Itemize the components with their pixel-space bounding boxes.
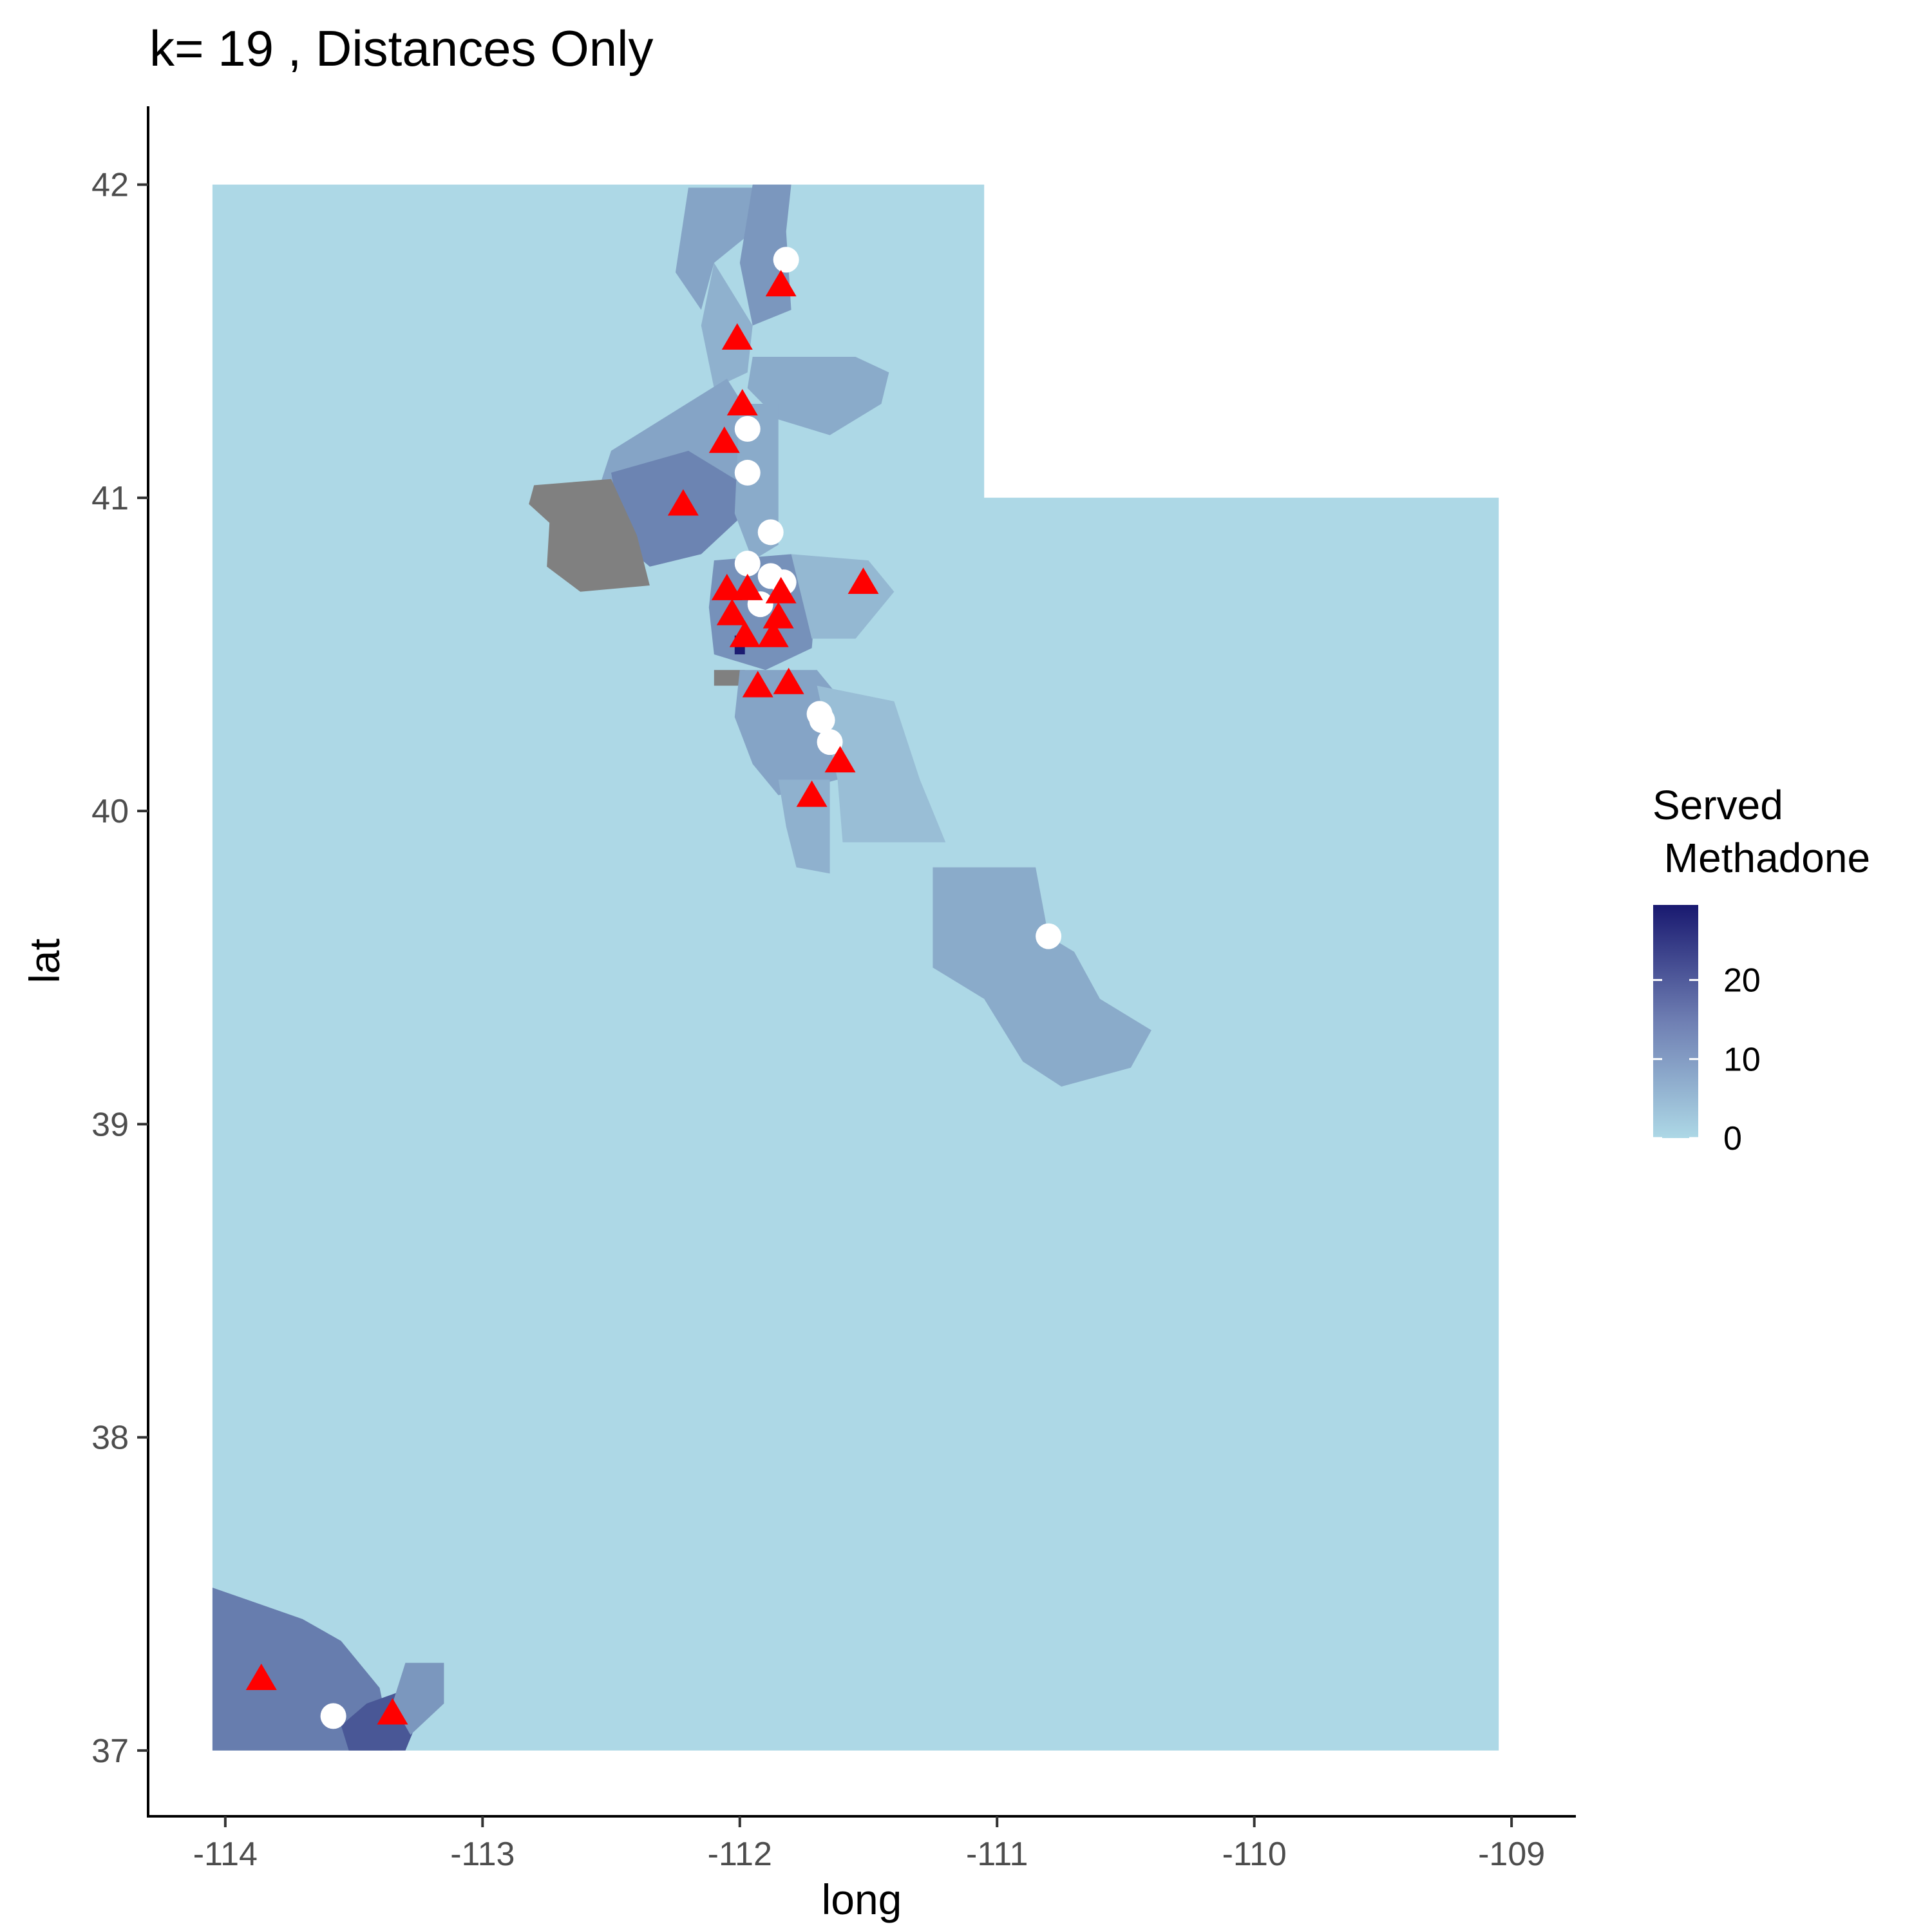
region-summit-east: [791, 554, 895, 639]
region-carbon-emery: [933, 867, 1151, 1087]
triangle-marker: [726, 388, 758, 415]
circle-marker: [734, 550, 761, 576]
triangle-marker: [708, 426, 740, 453]
circle-marker: [734, 415, 761, 442]
x-axis-ticks: -114 -113 -112 -111 -110 -109: [193, 1816, 1545, 1873]
triangle-marker: [716, 598, 748, 625]
circle-marker: [734, 459, 761, 486]
utah-state-shape: [212, 184, 1499, 1751]
map-panel: [212, 184, 1499, 1751]
x-tick-label: -113: [450, 1836, 515, 1873]
triangle-marker: [773, 667, 804, 694]
triangle-marker: [721, 323, 753, 350]
region-box-elder-mid: [701, 263, 753, 388]
legend-colorbar: [1653, 905, 1698, 1138]
triangle-marker: [729, 620, 761, 647]
x-tick-label: -114: [193, 1836, 258, 1873]
triangle-marker: [765, 576, 797, 603]
legend-tick-label: 10: [1723, 1041, 1761, 1078]
x-tick-label: -111: [966, 1836, 1028, 1873]
triangle-marker: [796, 780, 828, 807]
region-wasatch: [817, 685, 946, 842]
y-tick-label: 37: [91, 1733, 129, 1770]
triangle-marker: [757, 620, 789, 647]
x-tick-label: -110: [1222, 1836, 1287, 1873]
y-tick-label: 41: [91, 480, 129, 517]
y-axis-ticks: 37 38 39 40 41 42: [91, 167, 148, 1770]
x-tick-label: -109: [1478, 1836, 1545, 1873]
triangle-marker: [667, 489, 699, 516]
legend-title-line1: Served: [1653, 782, 1783, 828]
circle-marker: [817, 729, 843, 755]
triangle-marker: [765, 270, 797, 297]
triangle-marker: [377, 1698, 408, 1725]
color-legend: Served Methadone 0 10 20: [1653, 782, 1870, 1157]
legend-ticks: 0 10 20: [1653, 962, 1761, 1157]
circle-marker: [757, 519, 784, 546]
circle-marker: [809, 707, 835, 734]
circle-marker: [773, 247, 799, 273]
legend-tick-label: 20: [1723, 962, 1761, 1000]
facility-points: [245, 247, 1062, 1729]
y-tick-label: 40: [91, 793, 129, 830]
legend-tick-label: 0: [1723, 1120, 1742, 1157]
circle-marker: [1036, 923, 1062, 949]
triangle-marker: [848, 567, 879, 594]
y-tick-label: 38: [91, 1420, 129, 1457]
y-tick-label: 39: [91, 1106, 129, 1143]
x-axis-title: long: [822, 1876, 902, 1923]
y-tick-label: 42: [91, 167, 129, 204]
region-rich-morgan: [747, 357, 889, 435]
region-grey-unknown: [529, 479, 650, 592]
triangle-marker: [711, 573, 743, 600]
triangle-marker: [732, 573, 763, 600]
y-axis-title: lat: [21, 938, 68, 984]
region-washington-west: [212, 1588, 393, 1751]
triangle-marker: [824, 746, 856, 773]
triangle-marker: [245, 1664, 277, 1691]
triangle-marker: [742, 670, 773, 698]
region-utah-county-north: [734, 670, 843, 795]
region-grey-small: [714, 670, 745, 686]
legend-title-line2: Methadone: [1653, 835, 1870, 881]
triangle-marker: [762, 602, 794, 629]
region-box-elder-north: [675, 187, 753, 310]
circle-marker: [320, 1703, 346, 1729]
region-hurricane: [392, 1662, 444, 1735]
plot-title: k= 19 , Distances Only: [149, 20, 654, 77]
x-tick-label: -112: [708, 1836, 772, 1873]
